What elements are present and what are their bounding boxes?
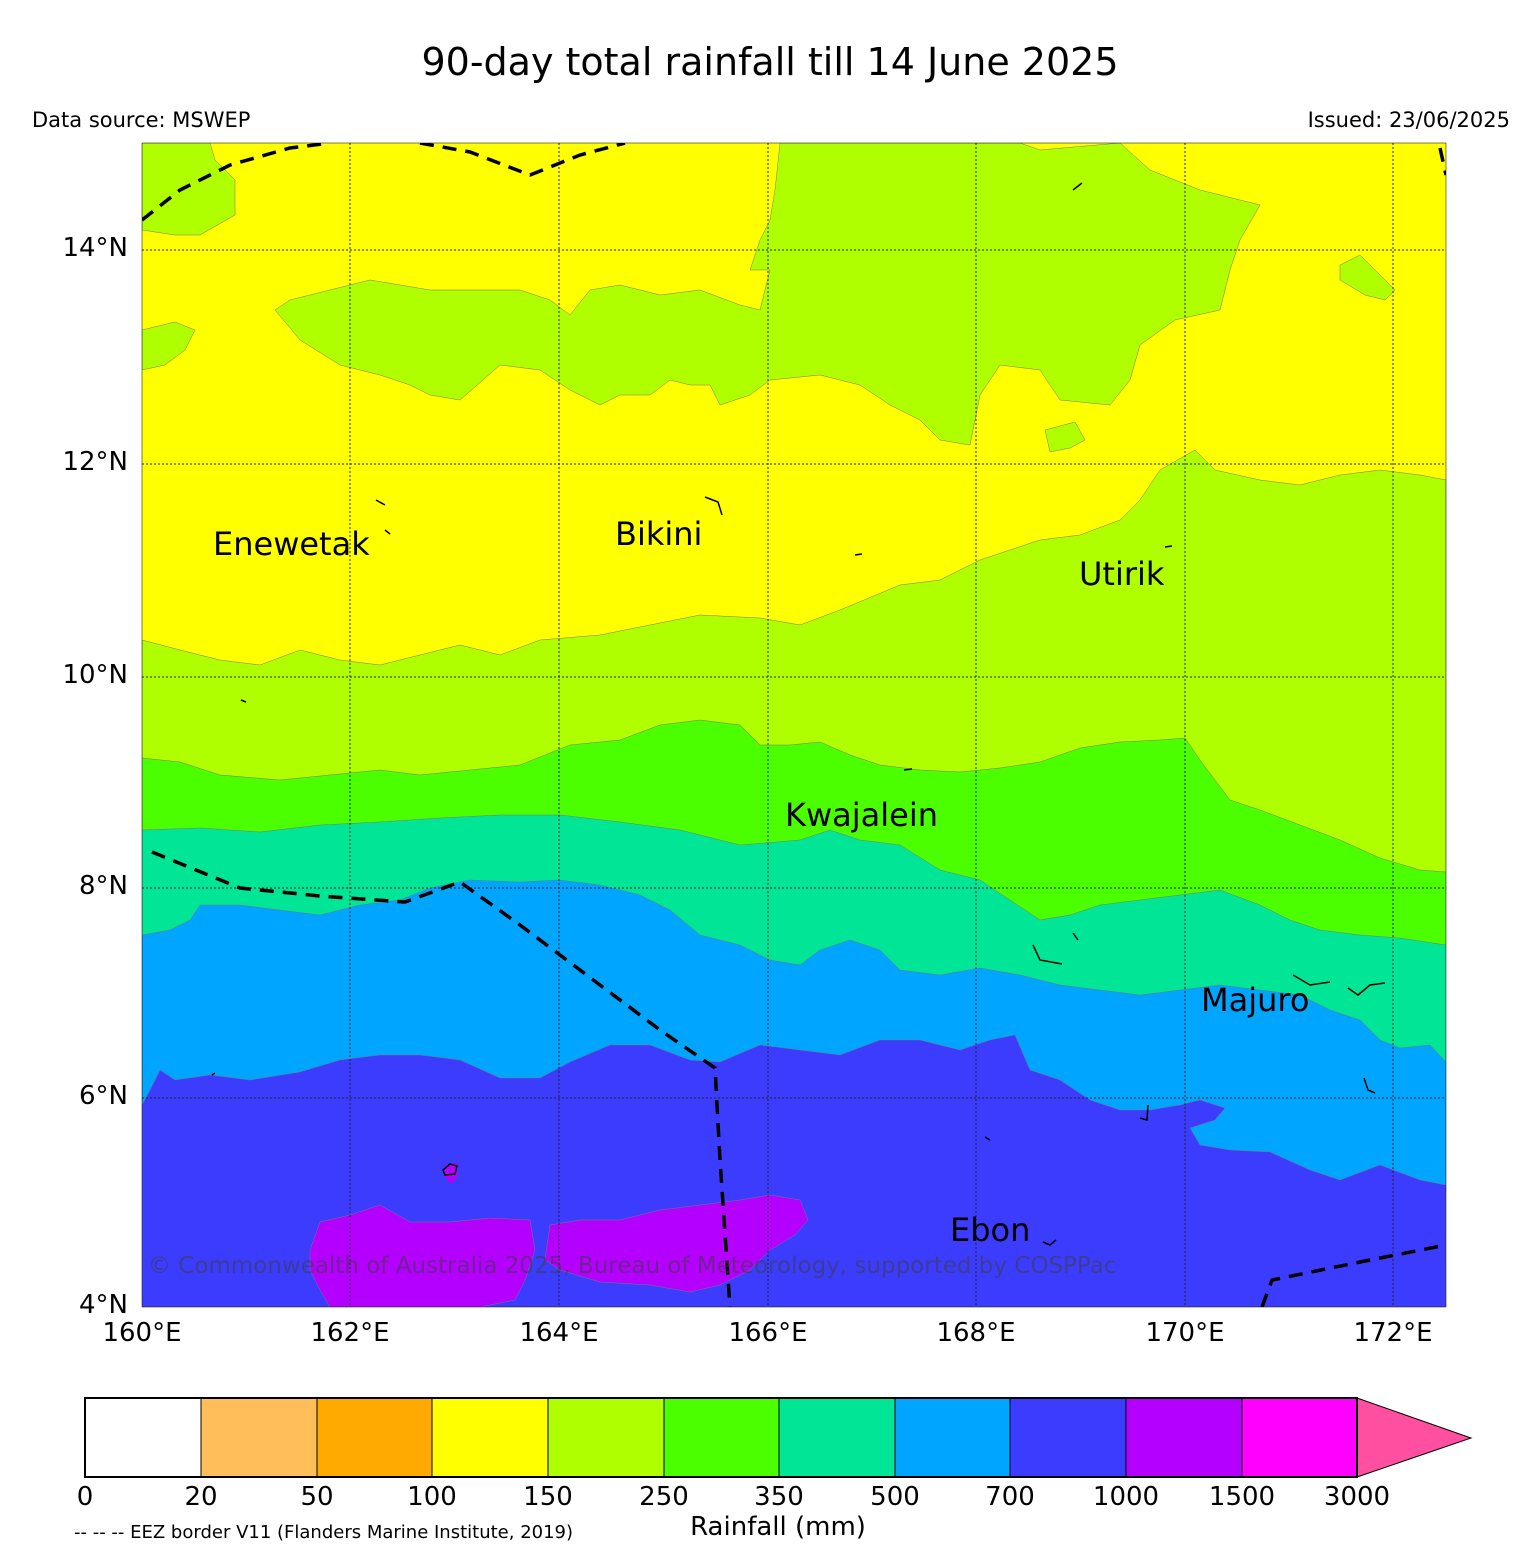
place-bikini: Bikini xyxy=(615,515,703,553)
lat-label-8: 8°N xyxy=(79,871,128,901)
lon-label-162: 162°E xyxy=(310,1318,390,1348)
graticule xyxy=(142,143,1446,1307)
colorbar-tick-150: 150 xyxy=(523,1482,573,1512)
eez-borders xyxy=(142,143,1446,1307)
colorbar-swatch-1 xyxy=(200,1397,318,1478)
lon-label-160: 160°E xyxy=(102,1318,182,1348)
lat-label-10: 10°N xyxy=(62,660,128,690)
colorbar-extend-arrow xyxy=(1356,1397,1473,1478)
colorbar-tick-1500: 1500 xyxy=(1208,1482,1276,1512)
copyright-notice: © Commonwealth of Australia 2025, Bureau… xyxy=(148,1253,1117,1279)
band-lightgreen-w xyxy=(142,321,196,371)
colorbar-swatch-0 xyxy=(84,1397,202,1478)
colorbar-swatch-10 xyxy=(1241,1397,1358,1478)
place-majuro: Majuro xyxy=(1201,981,1310,1019)
colorbar-tick-1000: 1000 xyxy=(1092,1482,1160,1512)
lat-label-14: 14°N xyxy=(62,233,128,263)
colorbar-swatch-7 xyxy=(894,1397,1011,1478)
colorbar-swatch-9 xyxy=(1125,1397,1243,1478)
colorbar-swatch-3 xyxy=(431,1397,549,1478)
eez-legend-note: -- -- -- EEZ border V11 (Flanders Marine… xyxy=(74,1522,574,1543)
band-lightgreen-nw xyxy=(142,143,236,236)
place-utirik: Utirik xyxy=(1079,555,1165,593)
lat-label-12: 12°N xyxy=(62,447,128,477)
colorbar-tick-100: 100 xyxy=(407,1482,457,1512)
colorbar-swatch-2 xyxy=(316,1397,433,1478)
place-enewetak: Enewetak xyxy=(213,525,370,563)
colorbar-title: Rainfall (mm) xyxy=(690,1512,866,1542)
issued-date: Issued: 23/06/2025 xyxy=(1307,108,1510,132)
band-purple-2 xyxy=(544,1194,809,1293)
band-lightgreen-patch xyxy=(1044,421,1086,453)
colorbar-tick-3000: 3000 xyxy=(1323,1482,1391,1512)
colorbar-tick-50: 50 xyxy=(300,1482,334,1512)
colorbar-tick-20: 20 xyxy=(184,1482,218,1512)
colorbar-swatch-5 xyxy=(663,1397,780,1478)
colorbar-tick-350: 350 xyxy=(754,1482,804,1512)
colorbar-tick-0: 0 xyxy=(76,1482,94,1512)
place-ebon: Ebon xyxy=(950,1211,1031,1249)
data-source: Data source: MSWEP xyxy=(32,108,251,132)
place-kwajalein: Kwajalein xyxy=(785,796,939,834)
lon-label-166: 166°E xyxy=(728,1318,808,1348)
colorbar-swatch-6 xyxy=(778,1397,896,1478)
map-frame xyxy=(141,142,1447,1308)
band-purple-3 xyxy=(444,1163,458,1184)
colorbar-tick-700: 700 xyxy=(985,1482,1035,1512)
lon-label-168: 168°E xyxy=(936,1318,1016,1348)
colorbar-tick-250: 250 xyxy=(639,1482,689,1512)
rainfall-bands xyxy=(142,143,1446,1307)
colorbar-swatch-4 xyxy=(547,1397,665,1478)
colorbar-swatch-8 xyxy=(1009,1397,1127,1478)
lon-label-170: 170°E xyxy=(1145,1318,1225,1348)
lat-label-6: 6°N xyxy=(79,1081,128,1111)
colorbar xyxy=(84,1397,1473,1478)
band-purple xyxy=(309,1204,536,1307)
lat-label-4: 4°N xyxy=(79,1290,128,1320)
band-lightgreen-north xyxy=(274,143,1261,446)
lon-label-164: 164°E xyxy=(519,1318,599,1348)
band-lightgreen-ne xyxy=(1339,254,1396,301)
colorbar-tick-500: 500 xyxy=(870,1482,920,1512)
island-outlines xyxy=(211,182,1386,1246)
lon-label-172: 172°E xyxy=(1353,1318,1433,1348)
chart-title: 90-day total rainfall till 14 June 2025 xyxy=(421,40,1119,84)
